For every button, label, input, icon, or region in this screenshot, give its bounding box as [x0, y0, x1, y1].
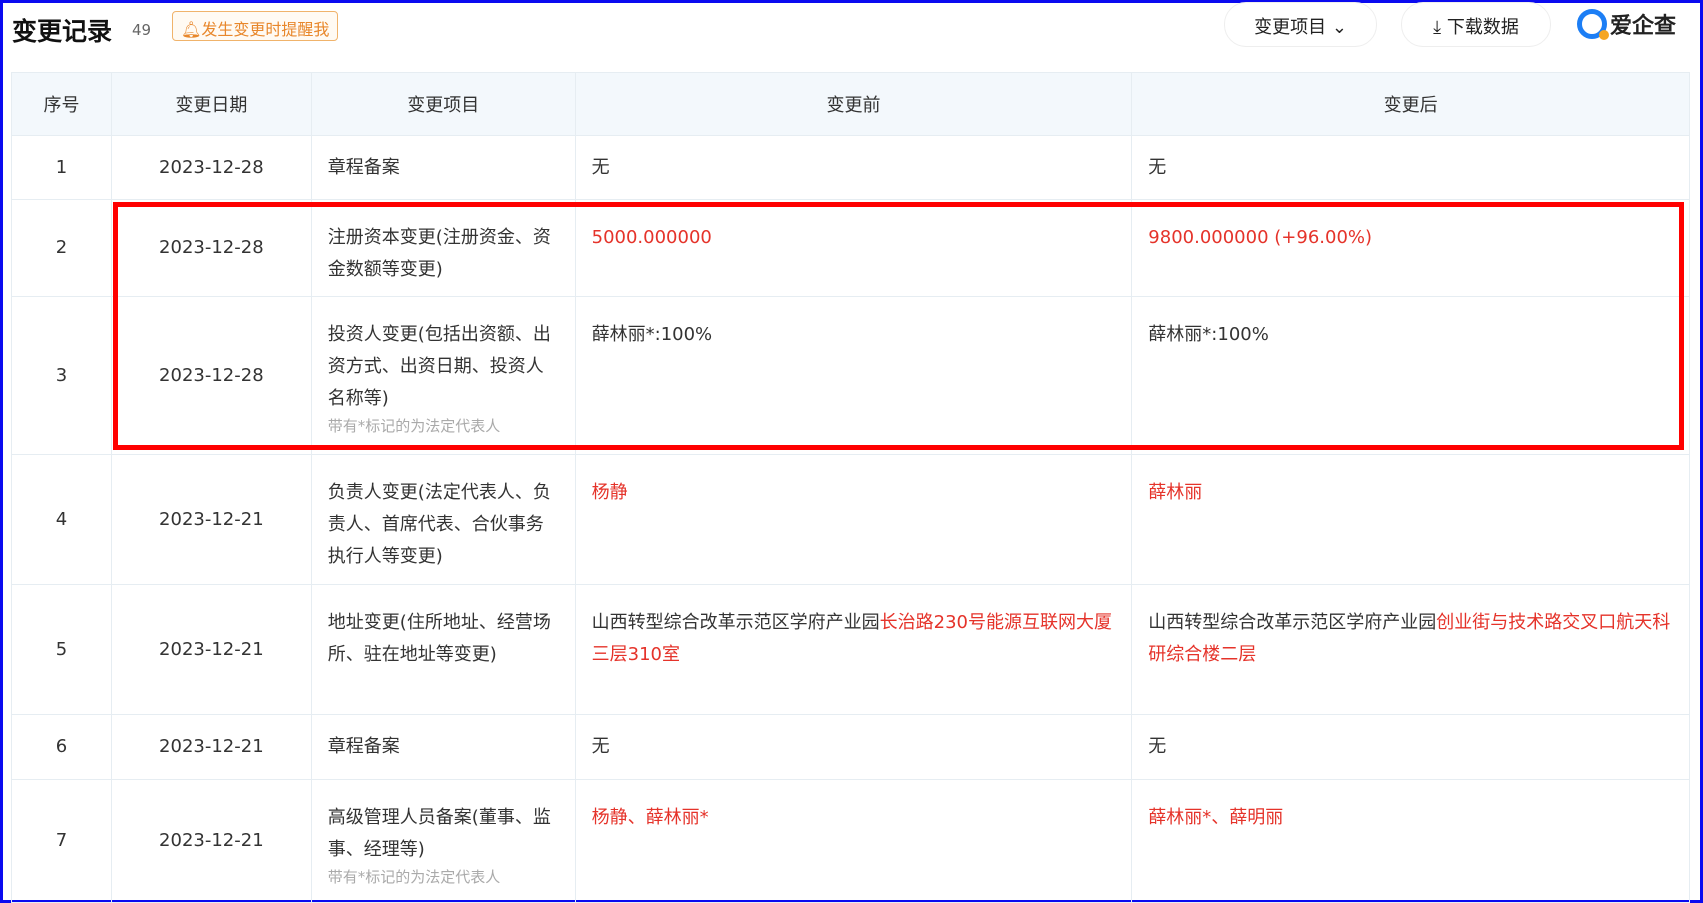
changed-text: 5000.000000: [591, 227, 712, 248]
changed-text: 杨静、薛林丽*: [591, 807, 709, 828]
row-number: 4: [11, 454, 112, 585]
value-after: 9800.000000 (+96.00%): [1131, 199, 1690, 297]
page-title: 变更记录: [12, 17, 113, 46]
remind-me-button[interactable]: 🔔︎发生变更时提醒我: [172, 11, 339, 41]
col-header: 变更项目: [310, 72, 576, 136]
unchanged-text: 无: [1148, 736, 1167, 757]
value-after: 薛林丽*、薛明丽: [1131, 779, 1690, 903]
change-records-table: 序号 变更日期 变更项目 变更前 变更后 1 2023-12-28 章程备案无无 2 2…: [11, 72, 1690, 903]
value-after: 山西转型综合改革示范区学府产业园创业街与技术路交叉口航天科研综合楼二层: [1131, 584, 1690, 715]
logo: 爱企查: [1577, 8, 1676, 40]
value-before: 杨静、薛林丽*: [574, 779, 1133, 903]
changed-text: 薛林丽: [1148, 482, 1203, 503]
change-item-text: 投资人变更(包括出资额、出资方式、出资日期、投资人名称等): [327, 324, 551, 409]
row-number: 5: [11, 584, 112, 715]
col-header: 序号: [11, 72, 112, 136]
value-after: 无: [1131, 714, 1690, 780]
change-item-text: 章程备案: [327, 156, 400, 178]
unchanged-text: 无: [1148, 156, 1167, 178]
row-number: 6: [11, 714, 112, 780]
col-header: 变更后: [1131, 72, 1690, 136]
col-header: 变更前: [574, 72, 1133, 136]
change-item: 高级管理人员备案(董事、监事、经理等) 带有*标记的为法定代表人: [310, 779, 576, 903]
change-date: 2023-12-21: [110, 454, 312, 585]
legal-rep-note: 带有*标记的为法定代表人: [327, 868, 501, 886]
change-item-text: 负责人变更(法定代表人、负责人、首席代表、合伙事务执行人等变更): [327, 482, 551, 567]
chevron-down-icon: ⌄: [1331, 17, 1347, 38]
changed-text: 长治路230号能源互联网大厦三层310室: [591, 612, 1112, 665]
row-number: 3: [11, 296, 112, 455]
changed-text: 杨静: [591, 482, 628, 503]
unchanged-text: 无: [591, 156, 610, 178]
change-item: 投资人变更(包括出资额、出资方式、出资日期、投资人名称等) 带有*标记的为法定代表…: [310, 296, 576, 455]
change-item-text: 注册资本变更(注册资金、资金数额等变更): [327, 227, 551, 280]
value-after: 薛林丽: [1131, 454, 1690, 585]
value-before: 无: [574, 714, 1133, 780]
change-date: 2023-12-21: [110, 714, 312, 780]
value-after: 薛林丽*:100%: [1131, 296, 1690, 455]
value-before: 杨静: [574, 454, 1133, 585]
record-count: 49: [132, 21, 152, 39]
unchanged-text: 山西转型综合改革示范区学府产业园: [1148, 612, 1437, 633]
value-before: 无: [574, 135, 1133, 200]
legal-rep-note: 带有*标记的为法定代表人: [327, 417, 501, 435]
table-row: 3 2023-12-28 投资人变更(包括出资额、出资方式、出资日期、投资人名称等)…: [11, 296, 1690, 455]
download-icon: ⤓: [1433, 17, 1442, 38]
unchanged-text: 无: [591, 736, 610, 757]
col-header: 变更日期: [110, 72, 312, 136]
change-date: 2023-12-28: [110, 296, 312, 455]
change-item-text: 地址变更(住所地址、经营场所、驻在地址等变更): [327, 612, 551, 665]
logo-icon: [1577, 9, 1609, 40]
changed-text: 创业街与技术路交叉口航天科研综合楼二层: [1148, 612, 1671, 665]
table-row: 7 2023-12-21 高级管理人员备案(董事、监事、经理等) 带有*标记的为法定代…: [11, 779, 1690, 903]
table-header: 序号 变更日期 变更项目 变更前 变更后: [11, 72, 1690, 136]
change-item: 负责人变更(法定代表人、负责人、首席代表、合伙事务执行人等变更): [310, 454, 576, 585]
table-row: 5 2023-12-21 地址变更(住所地址、经营场所、驻在地址等变更) 山西转型综合…: [11, 584, 1690, 715]
change-item-text: 高级管理人员备案(董事、监事、经理等): [327, 807, 551, 860]
table-row: 6 2023-12-21 章程备案 无 无: [11, 714, 1690, 780]
unchanged-text: 薛林丽*:100%: [591, 324, 713, 345]
changed-text: 9800.000000 (+96.00%): [1148, 227, 1373, 248]
value-after: 无: [1131, 135, 1690, 200]
table-row: 1 2023-12-28 章程备案 无 无: [11, 135, 1690, 200]
change-date: 2023-12-28: [110, 199, 312, 297]
change-date: 2023-12-21: [110, 584, 312, 715]
change-date: 2023-12-21: [110, 779, 312, 903]
change-item-filter[interactable]: 变更项目 ⌄: [1224, 2, 1377, 47]
row-number: 7: [11, 779, 112, 903]
row-number: 2: [11, 199, 112, 297]
changed-text: 薛林丽*、薛明丽: [1148, 807, 1284, 828]
row-number: 1: [11, 135, 112, 200]
unchanged-text: 山西转型综合改革示范区学府产业园: [591, 612, 880, 633]
bell-icon: 🔔︎: [181, 20, 202, 39]
table-row: 2 2023-12-28 注册资本变更(注册资金、资金数额等变更) 5000.0000…: [11, 199, 1690, 297]
change-item: 注册资本变更(注册资金、资金数额等变更): [310, 199, 576, 297]
change-date: 2023-12-28: [110, 135, 312, 200]
change-item-text: 章程备案: [327, 736, 400, 757]
value-before: 5000.000000: [574, 199, 1133, 297]
value-before: 山西转型综合改革示范区学府产业园长治路230号能源互联网大厦三层310室: [574, 584, 1133, 715]
download-button[interactable]: ⤓ 下载数据: [1401, 2, 1551, 47]
table-row: 4 2023-12-21 负责人变更(法定代表人、负责人、首席代表、合伙事务执行人等…: [11, 454, 1690, 585]
unchanged-text: 薛林丽*:100%: [1148, 324, 1269, 345]
change-item: 地址变更(住所地址、经营场所、驻在地址等变更): [310, 584, 576, 715]
change-item: 章程备案: [310, 714, 576, 780]
value-before: 薛林丽*:100%: [574, 296, 1133, 455]
change-item: 章程备案: [310, 135, 576, 200]
